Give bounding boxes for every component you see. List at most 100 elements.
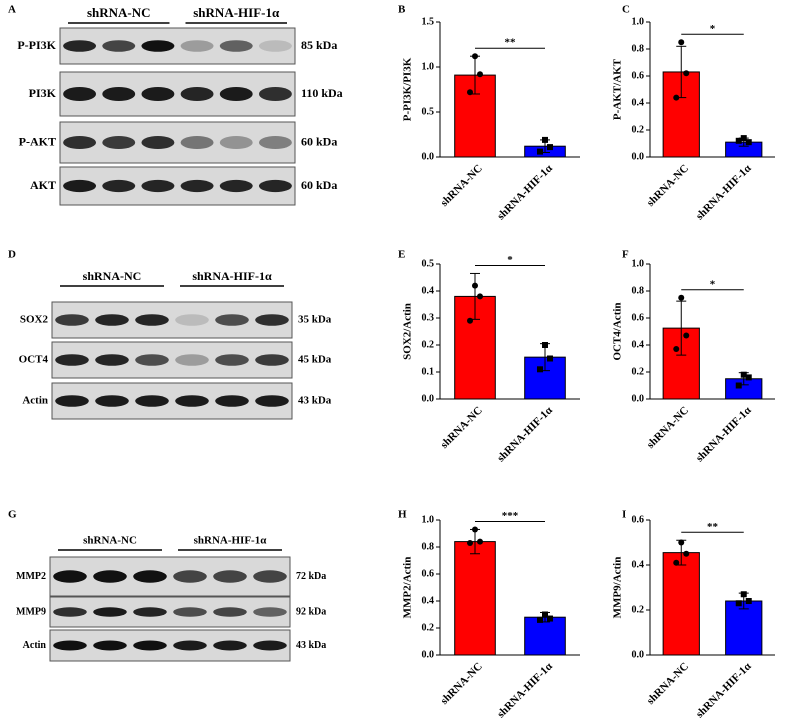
blot-band bbox=[102, 135, 136, 150]
blot-band bbox=[135, 354, 169, 366]
blot-box bbox=[59, 71, 296, 117]
blot-band bbox=[175, 354, 209, 366]
data-point bbox=[735, 600, 742, 607]
blot-band bbox=[219, 135, 253, 150]
y-tick-label: 0.0 bbox=[632, 649, 645, 660]
blot-band bbox=[55, 314, 89, 326]
row-label: P-PI3K bbox=[17, 38, 56, 52]
blot-band bbox=[180, 135, 214, 150]
group-label: shRNA-NC bbox=[83, 535, 137, 547]
row-label: AKT bbox=[30, 178, 56, 192]
blot-band bbox=[63, 86, 97, 102]
blot-band bbox=[175, 395, 209, 407]
data-point bbox=[678, 294, 685, 301]
y-tick-label: 0.6 bbox=[632, 312, 645, 323]
x-tick-label: shRNA-NC bbox=[645, 162, 692, 209]
row-label: MMP9 bbox=[16, 606, 46, 617]
y-axis-label: OCT4/Actin bbox=[612, 302, 624, 360]
size-label: 35 kDa bbox=[298, 314, 332, 326]
blot-band bbox=[215, 395, 249, 407]
blot-band bbox=[213, 640, 247, 651]
blot-band bbox=[63, 179, 97, 193]
data-point bbox=[683, 70, 690, 77]
panel-letter: F bbox=[622, 249, 629, 261]
panel-letter: D bbox=[8, 249, 16, 261]
y-tick-label: 0.8 bbox=[422, 541, 435, 552]
y-axis-label: MMP9/Actin bbox=[612, 557, 624, 619]
x-tick-label: shRNA-NC bbox=[438, 660, 485, 707]
size-label: 43 kDa bbox=[298, 395, 332, 407]
blot-band bbox=[93, 607, 127, 617]
y-tick-label: 0.5 bbox=[422, 106, 435, 117]
data-point bbox=[542, 342, 548, 348]
x-tick-label: shRNA-NC bbox=[645, 660, 692, 707]
data-point bbox=[472, 526, 478, 533]
row-label: SOX2 bbox=[20, 314, 49, 326]
blot-band bbox=[255, 314, 289, 326]
y-tick-label: 0.0 bbox=[422, 393, 435, 404]
blot-band bbox=[219, 179, 253, 193]
y-tick-label: 0.2 bbox=[632, 124, 645, 135]
significance-label: ** bbox=[505, 37, 517, 49]
blot-box bbox=[59, 27, 296, 65]
data-point bbox=[477, 71, 483, 78]
blot-band bbox=[95, 314, 129, 326]
y-axis-label: MMP2/Actin bbox=[402, 557, 414, 619]
row-label: Actin bbox=[22, 395, 48, 407]
blot-band bbox=[180, 179, 214, 193]
data-point bbox=[467, 539, 473, 546]
data-point bbox=[547, 355, 553, 362]
row-label: OCT4 bbox=[19, 354, 49, 366]
blot-band bbox=[95, 354, 129, 366]
data-point bbox=[537, 148, 543, 155]
y-tick-label: 0.2 bbox=[632, 366, 645, 377]
blot-band bbox=[133, 640, 167, 651]
row-label: PI3K bbox=[29, 86, 57, 100]
y-tick-label: 1.0 bbox=[632, 16, 645, 27]
data-point bbox=[542, 611, 548, 618]
blot-band bbox=[133, 570, 167, 583]
data-point bbox=[547, 615, 553, 622]
data-point bbox=[472, 282, 478, 289]
y-tick-label: 0.0 bbox=[632, 393, 645, 404]
blot-band bbox=[63, 135, 97, 150]
data-point bbox=[735, 382, 742, 389]
y-tick-label: 0.2 bbox=[632, 604, 645, 615]
panel-letter: B bbox=[398, 4, 406, 16]
blot-band bbox=[55, 395, 89, 407]
y-tick-label: 0.4 bbox=[422, 595, 435, 606]
blot-band bbox=[102, 179, 136, 193]
significance-label: *** bbox=[502, 510, 519, 522]
blot-band bbox=[141, 135, 175, 150]
group-label: shRNA-NC bbox=[83, 269, 142, 283]
blot-band bbox=[180, 86, 214, 102]
blot-box bbox=[51, 341, 293, 379]
blot-band bbox=[93, 640, 127, 651]
y-tick-label: 0.0 bbox=[632, 151, 645, 162]
significance-label: * bbox=[710, 278, 716, 290]
blot-box bbox=[59, 121, 296, 164]
blot-box bbox=[49, 629, 291, 662]
blot-band bbox=[63, 40, 97, 52]
blot-box bbox=[51, 301, 293, 339]
data-point bbox=[547, 144, 553, 151]
y-tick-label: 1.0 bbox=[422, 514, 435, 525]
y-tick-label: 0.6 bbox=[632, 514, 645, 525]
size-label: 60 kDa bbox=[301, 134, 337, 148]
y-tick-label: 0.0 bbox=[422, 649, 435, 660]
data-point bbox=[537, 616, 543, 623]
y-tick-label: 0.4 bbox=[632, 97, 645, 108]
y-axis-label: P-PI3K/PI3K bbox=[402, 57, 414, 121]
blot-band bbox=[135, 314, 169, 326]
bar bbox=[725, 600, 763, 656]
group-label: shRNA-NC bbox=[87, 5, 151, 20]
blot-band bbox=[141, 179, 175, 193]
blot-box bbox=[59, 166, 296, 206]
data-point bbox=[683, 550, 690, 557]
x-tick-label: shRNA-HIF-1α bbox=[694, 162, 755, 223]
data-point bbox=[678, 39, 685, 46]
y-tick-label: 1.0 bbox=[422, 61, 435, 72]
blot-band bbox=[255, 395, 289, 407]
size-label: 110 kDa bbox=[301, 86, 343, 100]
